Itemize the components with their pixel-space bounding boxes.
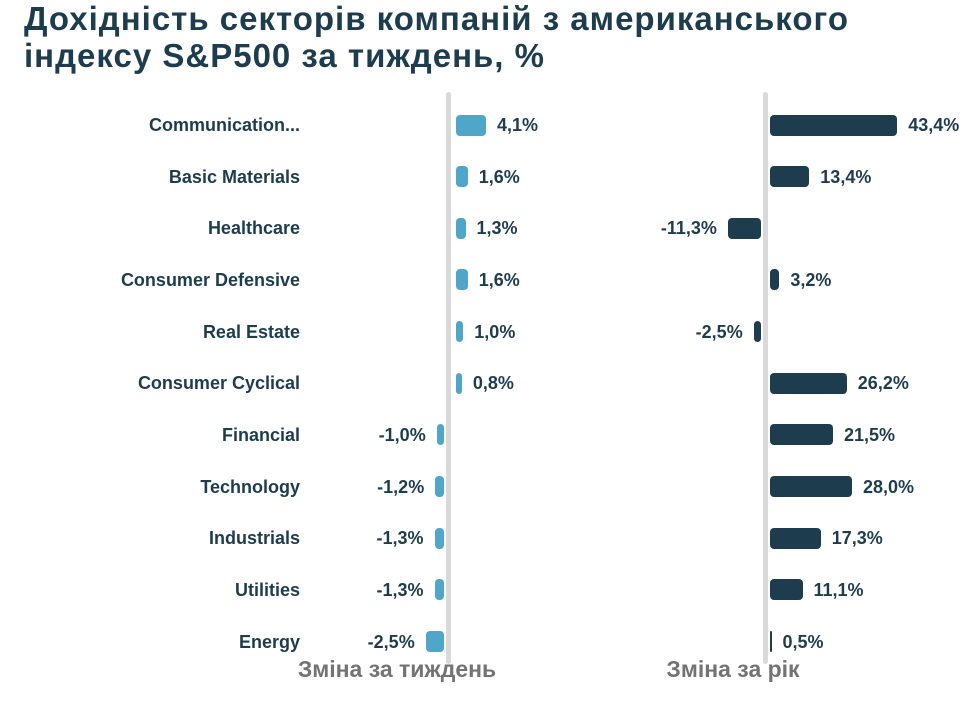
week-bar xyxy=(456,269,468,290)
year-bar xyxy=(770,528,821,549)
category-label: Utilities xyxy=(234,580,300,600)
year-value-label: -11,3% xyxy=(660,218,717,238)
week-bar xyxy=(456,166,468,187)
year-value-label: 11,1% xyxy=(813,580,864,600)
week-bar xyxy=(434,579,444,600)
week-value-label: -2,5% xyxy=(367,632,415,652)
week-value-label: 1,6% xyxy=(478,270,520,290)
week-value-label: -1,3% xyxy=(376,580,424,600)
category-label: Industrials xyxy=(208,528,300,548)
year-bar xyxy=(770,166,810,187)
year-axis-line xyxy=(763,92,768,664)
year-value-label: 28,0% xyxy=(863,477,915,497)
week-axis-title: Зміна за тиждень xyxy=(297,656,497,682)
week-axis-line xyxy=(446,92,451,664)
week-bar xyxy=(456,321,464,342)
year-bar xyxy=(770,631,772,652)
year-bar xyxy=(770,269,780,290)
year-value-label: 13,4% xyxy=(820,167,872,187)
year-value-label: -2,5% xyxy=(695,322,743,342)
week-value-label: 1,3% xyxy=(476,218,518,238)
year-bar xyxy=(753,321,761,342)
year-bar xyxy=(770,373,847,394)
year-bar xyxy=(727,218,761,239)
week-value-label: 1,0% xyxy=(474,322,516,342)
week-value-label: 0,8% xyxy=(472,373,514,393)
year-value-label: 21,5% xyxy=(844,425,896,445)
chart-title: Дохідність секторів компаній з американс… xyxy=(24,0,849,74)
category-label: Consumer Cyclical xyxy=(137,373,300,393)
year-value-label: 17,3% xyxy=(831,528,883,548)
week-value-label: 4,1% xyxy=(497,115,539,135)
category-label: Real Estate xyxy=(202,322,300,342)
week-bar xyxy=(456,115,486,136)
category-label: Communication... xyxy=(148,115,300,135)
category-label: Financial xyxy=(221,425,300,445)
chart-title-line1: Дохідність секторів компаній з американс… xyxy=(24,0,850,37)
year-value-label: 43,4% xyxy=(908,115,960,135)
week-value-label: -1,3% xyxy=(376,528,424,548)
year-value-label: 0,5% xyxy=(782,632,824,652)
week-value-label: 1,6% xyxy=(478,167,520,187)
category-label: Consumer Defensive xyxy=(120,270,300,290)
category-label: Healthcare xyxy=(207,218,300,238)
week-bar xyxy=(436,424,444,445)
week-value-label: -1,0% xyxy=(378,425,426,445)
year-value-label: 3,2% xyxy=(790,270,832,290)
category-label: Technology xyxy=(200,477,300,497)
category-label: Energy xyxy=(238,632,300,652)
week-bar xyxy=(456,218,466,239)
week-bar xyxy=(425,631,444,652)
category-label: Basic Materials xyxy=(168,167,300,187)
week-bar xyxy=(435,476,444,497)
week-bar xyxy=(434,528,444,549)
year-bar xyxy=(770,579,803,600)
week-value-label: -1,2% xyxy=(377,477,425,497)
chart-title-line2: індексу S&P500 за тиждень, % xyxy=(24,37,545,74)
year-axis-title: Зміна за рік xyxy=(666,656,800,682)
year-bar xyxy=(770,476,852,497)
year-value-label: 26,2% xyxy=(857,373,909,393)
year-bar xyxy=(770,115,898,136)
year-bar xyxy=(770,424,833,445)
week-bar xyxy=(456,373,462,394)
